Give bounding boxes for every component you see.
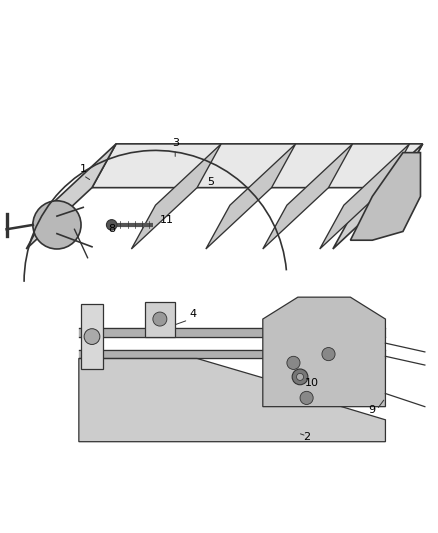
Circle shape	[297, 374, 304, 381]
Polygon shape	[81, 304, 103, 369]
Polygon shape	[333, 144, 423, 249]
Circle shape	[106, 220, 117, 230]
Polygon shape	[263, 297, 385, 407]
Polygon shape	[263, 144, 353, 249]
Polygon shape	[320, 144, 410, 249]
Polygon shape	[26, 144, 116, 249]
Circle shape	[300, 391, 313, 405]
Text: 3: 3	[172, 138, 179, 148]
Polygon shape	[206, 144, 296, 249]
Text: 8: 8	[108, 224, 115, 235]
Polygon shape	[131, 144, 221, 249]
Text: 10: 10	[304, 378, 318, 387]
Polygon shape	[145, 302, 175, 336]
Text: 1: 1	[80, 164, 87, 174]
Circle shape	[287, 356, 300, 369]
Circle shape	[153, 312, 167, 326]
Circle shape	[292, 369, 308, 385]
Circle shape	[84, 329, 100, 344]
Circle shape	[322, 348, 335, 361]
Text: 5: 5	[207, 177, 214, 188]
Text: 4: 4	[189, 309, 196, 319]
Polygon shape	[350, 152, 420, 240]
Text: 2: 2	[303, 432, 310, 441]
Text: 9: 9	[369, 405, 376, 415]
Text: 11: 11	[159, 215, 173, 225]
Polygon shape	[79, 359, 385, 442]
Circle shape	[33, 201, 81, 249]
Polygon shape	[92, 144, 423, 188]
